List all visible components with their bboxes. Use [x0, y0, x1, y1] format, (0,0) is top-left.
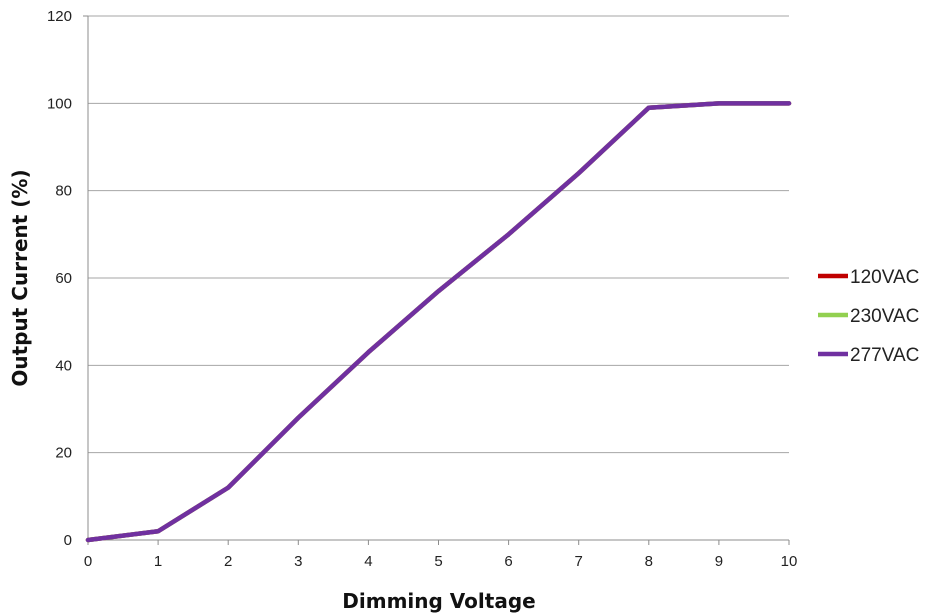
- x-tick-label: 0: [84, 553, 92, 570]
- y-tick-labels: 0 20 40 60 80 100 120: [47, 8, 72, 549]
- legend-label: 120VAC: [850, 267, 919, 288]
- x-tick-label: 6: [504, 553, 512, 570]
- y-tick-label: 100: [47, 95, 72, 112]
- y-axis-title: Output Current (%): [8, 169, 32, 386]
- x-tick-label: 8: [645, 553, 653, 570]
- axes: [83, 15, 790, 545]
- legend: 120VAC 230VAC 277VAC: [818, 267, 919, 366]
- x-tick-label: 2: [224, 553, 232, 570]
- legend-label: 277VAC: [850, 345, 919, 366]
- x-axis-title: Dimming Voltage: [342, 589, 535, 613]
- y-tick-label: 40: [55, 357, 72, 374]
- legend-label: 230VAC: [850, 306, 919, 327]
- series-line-120VAC: [85, 101, 792, 543]
- y-tick-label: 120: [47, 8, 72, 25]
- gridlines: [88, 15, 789, 454]
- y-tick-label: 20: [55, 445, 72, 462]
- y-tick-label: 0: [64, 532, 72, 549]
- x-tick-label: 7: [575, 553, 583, 570]
- x-tick-label: 3: [294, 553, 302, 570]
- x-tick-label: 9: [715, 553, 723, 570]
- y-tick-label: 80: [55, 183, 72, 200]
- series-line-230VAC: [85, 101, 792, 543]
- x-tick-labels: 0 1 2 3 4 5 6 7 8 9 10: [84, 553, 798, 570]
- series-lines: [85, 101, 792, 543]
- x-tick-label: 4: [364, 553, 372, 570]
- x-tick-label: 5: [434, 553, 442, 570]
- x-tick-label: 1: [154, 553, 162, 570]
- x-tick-label: 10: [781, 553, 798, 570]
- y-tick-label: 60: [55, 270, 72, 287]
- series-line-277VAC: [85, 101, 792, 543]
